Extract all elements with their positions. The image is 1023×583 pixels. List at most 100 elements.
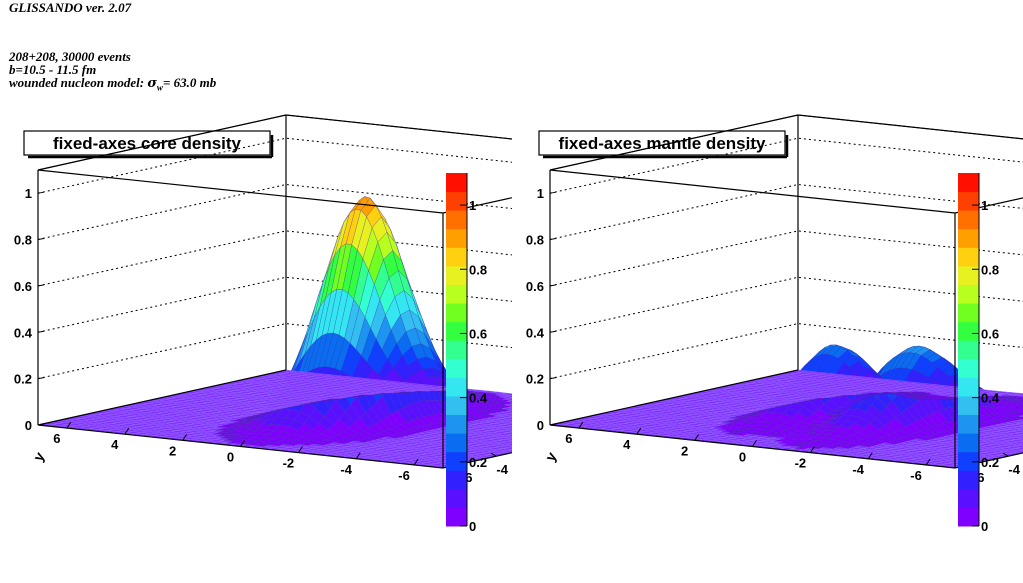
colorbar-tick-label: 0.8 [469, 262, 487, 277]
surface-cell [498, 414, 512, 418]
y-tick-label: 6 [565, 431, 572, 446]
y-tick-label: 0 [739, 450, 746, 465]
z-tick [37, 377, 45, 380]
colorbar-swatch [958, 470, 979, 490]
surface-cell [509, 403, 512, 405]
z-tick [37, 191, 45, 194]
surface-cell [1011, 420, 1023, 424]
colorbar-swatch [958, 451, 979, 471]
surface-cell [498, 404, 512, 408]
surface-cell [506, 425, 512, 428]
y-tick [694, 434, 700, 441]
z-axis: 0 0.2 0.4 0.6 0.8 1 [14, 186, 45, 433]
plot-title: fixed-axes core density [53, 134, 242, 153]
z-tick [549, 377, 557, 380]
surface-cell [499, 444, 512, 448]
y-tick [867, 452, 873, 460]
surface-cell [1017, 443, 1023, 446]
surface-cell [1010, 400, 1023, 404]
surface-cell [1012, 398, 1023, 402]
surface-cell [507, 449, 512, 452]
colorbar-swatch [958, 247, 979, 267]
z-tick [549, 330, 557, 333]
z-tick [37, 284, 45, 287]
colorbar-swatch [446, 228, 467, 248]
surface-cell [506, 400, 512, 403]
model-suffix: = 63.0 mb [162, 75, 217, 90]
colorbar-swatch [446, 358, 467, 378]
y-tick [636, 427, 642, 435]
surface-cell [1014, 432, 1023, 435]
surface-cell [1013, 426, 1023, 430]
surface-cell [1020, 431, 1023, 433]
colorbar-tick-label: 0.6 [469, 326, 487, 341]
surface-cell [1018, 434, 1023, 437]
y-tick [809, 446, 815, 453]
y-tick-label: -6 [910, 468, 922, 483]
surface-cell [504, 428, 512, 432]
surface-cell [503, 447, 512, 450]
z-tick-label: 0.4 [526, 325, 545, 340]
z-tick [549, 423, 557, 426]
y-tick-label: -2 [795, 456, 807, 471]
z-tick [549, 238, 557, 241]
y-tick [182, 434, 188, 441]
z-tick-label: 0 [537, 418, 544, 433]
surface-cell [1014, 397, 1023, 399]
surface-cell [1015, 411, 1023, 415]
colorbar-swatch [958, 303, 979, 323]
surface-cell [509, 437, 512, 439]
z-tick-label: 0.6 [14, 279, 32, 294]
z-tick-label: 1 [537, 186, 544, 201]
surface-cell [504, 403, 512, 407]
colorbar-swatch [446, 173, 467, 193]
colorbar-tick-label: 0 [981, 519, 988, 534]
y-axis: -6 -4 -2 0 2 4 6y [30, 421, 419, 483]
colorbar-tick-label: 0.2 [469, 455, 487, 470]
colorbar-tick-label: 1 [981, 198, 988, 213]
events-info: 208+208, 30000 events [9, 49, 131, 64]
colorbar-swatch [958, 377, 979, 397]
surface-cell [511, 443, 512, 445]
surface-cell [503, 413, 512, 417]
surface-cell [504, 395, 512, 398]
surface-cell [502, 432, 512, 435]
colorbar-swatch [446, 488, 467, 508]
colorbar: 0 0.2 0.4 0.6 0.8 1 [958, 173, 1000, 534]
z-tick-label: 0.2 [14, 372, 32, 387]
colorbar-tick-label: 1 [469, 198, 476, 213]
edge-top-back [37, 114, 512, 171]
core-density-plot: fixed-axes core density00.20.40.60.81-6-… [14, 114, 512, 534]
colorbar-swatch [446, 321, 467, 341]
surface-cell [504, 437, 512, 441]
y-tick-label: 6 [53, 431, 60, 446]
z-tick-label: 0.4 [14, 325, 33, 340]
gridline-z [37, 183, 512, 240]
z-tick [37, 423, 45, 426]
surface-cell [509, 446, 512, 448]
x-tick [490, 452, 497, 457]
y-axis-label: y [30, 449, 48, 464]
y-tick-label: -4 [340, 462, 352, 477]
colorbar-swatch [958, 228, 979, 248]
x-tick [1002, 452, 1009, 457]
surface-cell [505, 419, 512, 422]
surface-cell [1013, 450, 1023, 454]
surface-cell [507, 416, 512, 419]
colorbar-swatch [958, 433, 979, 453]
surface-cell [1014, 403, 1023, 408]
title-frame [538, 130, 786, 156]
colorbar-swatch [446, 265, 467, 285]
y-tick [413, 458, 419, 466]
y-tick-label: 0 [227, 450, 234, 465]
plot-title-box: fixed-axes core density [23, 130, 274, 159]
surface-cell [1011, 444, 1023, 448]
surface-cell [1019, 415, 1023, 418]
z-tick [549, 191, 557, 194]
y-tick-label: -4 [852, 462, 864, 477]
surface-cell [509, 413, 512, 415]
surface-cell [510, 419, 512, 421]
edge-top-front [37, 169, 512, 214]
z-tick [37, 330, 45, 333]
surface-cell [1009, 397, 1023, 400]
